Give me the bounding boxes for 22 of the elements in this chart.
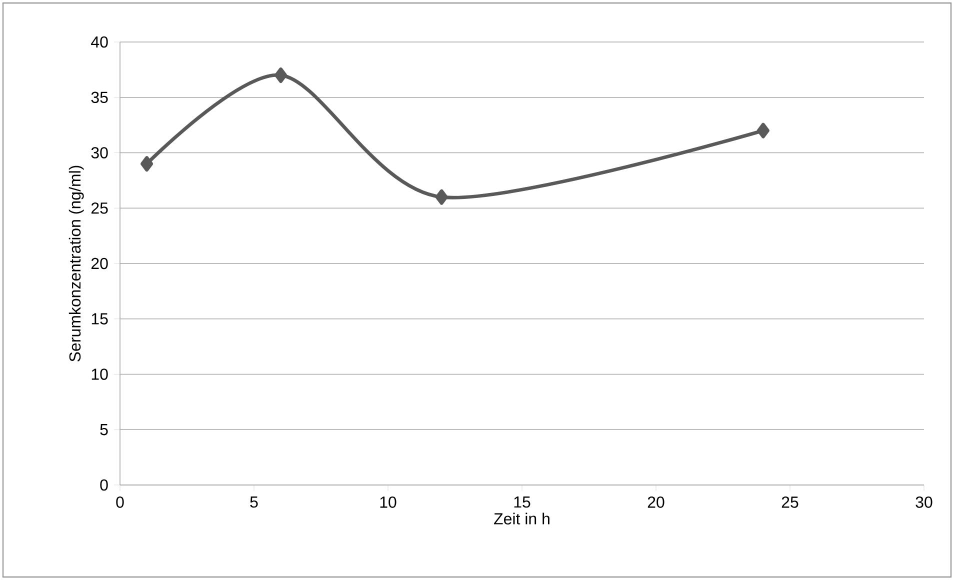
y-tick-label: 20 bbox=[91, 258, 108, 270]
y-tick-label: 15 bbox=[92, 313, 108, 324]
x-tick-label: 10 bbox=[380, 496, 396, 508]
point bbox=[435, 189, 448, 205]
x-tick-label: 30 bbox=[916, 496, 932, 508]
y-tick-label: 5 bbox=[100, 424, 108, 436]
x-tick-label: 25 bbox=[782, 496, 798, 508]
x-tick-label: 15 bbox=[514, 496, 530, 508]
y-tick-label: 25 bbox=[91, 202, 108, 214]
x-tick-label: 0 bbox=[116, 496, 124, 508]
y-tick-label: 10 bbox=[92, 368, 108, 380]
point bbox=[274, 67, 288, 83]
x-tick-label: 5 bbox=[250, 496, 258, 508]
y-axis-title: Serumkonzentration (ng/ml) bbox=[68, 166, 84, 362]
y-tick-label: 35 bbox=[91, 92, 108, 104]
x-tick-label: 20 bbox=[648, 496, 664, 508]
x-axis-title: Zeit in h bbox=[494, 512, 550, 524]
point bbox=[140, 156, 154, 172]
y-tick-label: 30 bbox=[91, 147, 108, 158]
point bbox=[756, 122, 770, 138]
y-tick-label: 0 bbox=[100, 479, 108, 491]
y-tick-label: 40 bbox=[91, 36, 108, 48]
